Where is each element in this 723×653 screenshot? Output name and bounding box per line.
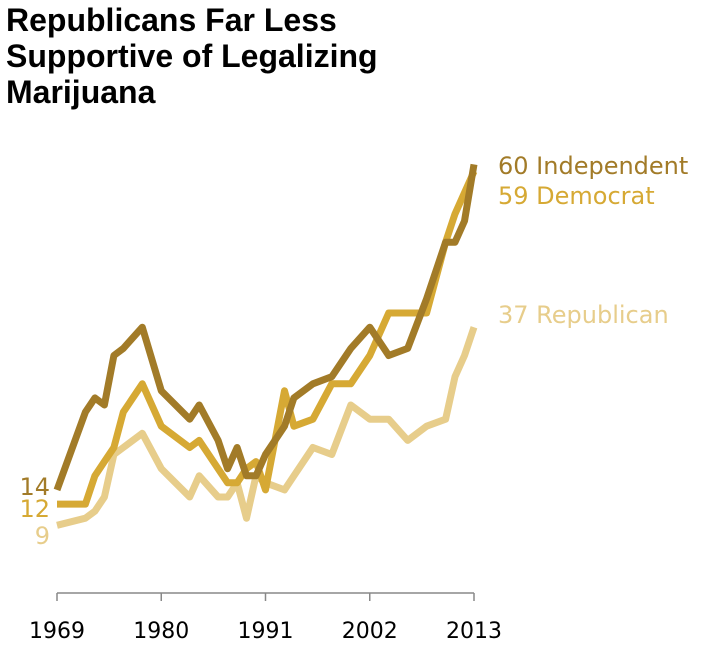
end-value: 60 [498,152,529,180]
end-value: 59 [498,182,529,210]
series-name: Independent [529,152,689,180]
x-tick-label: 2002 [342,619,398,644]
end-label: 60 Independent [498,152,688,180]
series-name: Republican [529,301,669,329]
series-line [53,163,478,492]
start-label: 14 [19,473,50,501]
x-tick-label: 1980 [133,619,189,644]
series-name: Democrat [529,182,655,210]
end-label: 37 Republican [498,301,669,329]
x-tick-label: 2013 [446,619,502,644]
start-label: 9 [35,522,50,550]
end-label: 59 Democrat [498,182,655,210]
end-value: 37 [498,301,529,329]
start-label: 12 [19,495,50,523]
x-tick-label: 1991 [238,619,294,644]
x-tick-label: 1969 [29,619,85,644]
series-line [57,170,478,508]
chart-title: Republicans Far Less Supportive of Legal… [6,2,378,110]
